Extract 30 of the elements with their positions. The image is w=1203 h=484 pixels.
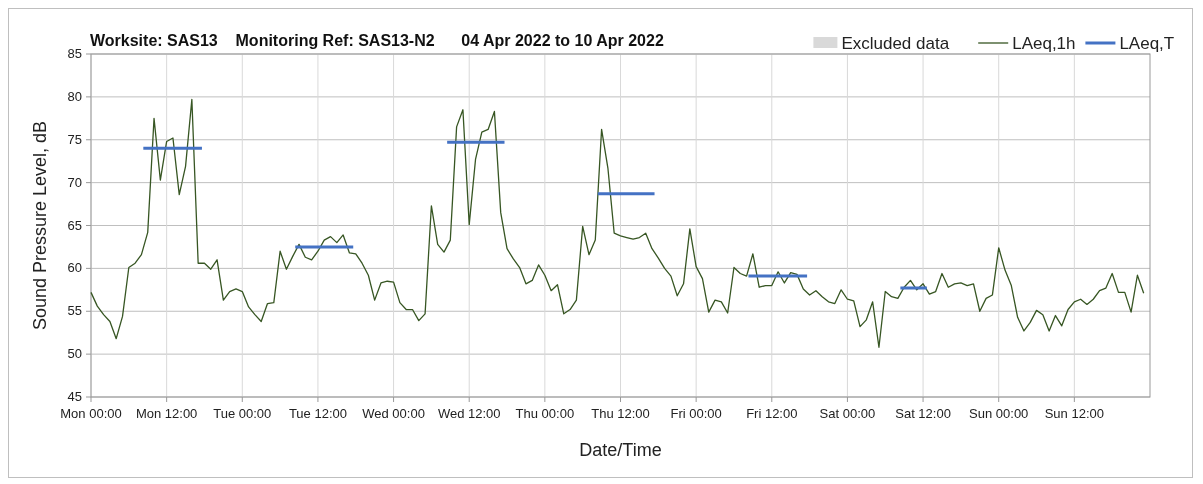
legend-label: LAeq,T — [1119, 34, 1175, 53]
x-tick-label: Sat 12:00 — [895, 406, 951, 421]
x-tick-label: Fri 12:00 — [746, 406, 798, 421]
x-tick-label: Thu 00:00 — [515, 406, 575, 421]
y-tick-label: 85 — [67, 46, 82, 61]
line-series — [90, 98, 1145, 348]
y-tick-label: 45 — [67, 389, 82, 404]
x-axis-title: Date/Time — [579, 440, 662, 460]
y-tick-label: 75 — [67, 131, 82, 147]
y-tick-label: 65 — [67, 217, 82, 233]
chart-title: Worksite: SAS13 Monitoring Ref: SAS13-N2 04 Apr 2022 to 10 Apr 2022 — [90, 32, 664, 49]
x-tick-label: Sun 12:00 — [1044, 406, 1104, 421]
x-tick-label: Tue 12:00 — [288, 406, 347, 421]
x-tick-label: Mon 00:00 — [60, 406, 122, 421]
x-tick-label: Mon 12:00 — [135, 406, 198, 421]
legend-label: Excluded data — [841, 34, 950, 53]
x-tick-label: Sun 00:00 — [969, 406, 1029, 421]
x-tick-label: Wed 12:00 — [437, 406, 501, 421]
y-tick-label: 55 — [67, 303, 82, 319]
legend-label: LAeq,1h — [1012, 34, 1076, 53]
x-tick-label: Thu 12:00 — [591, 406, 650, 421]
y-tick-label: 50 — [67, 346, 82, 362]
x-tick-label: Sat 00:00 — [819, 406, 876, 421]
y-tick-label: 60 — [67, 260, 82, 276]
y-tick-label: 80 — [67, 88, 82, 104]
x-tick-label: Fri 00:00 — [670, 406, 722, 421]
y-axis-title: Sound Pressure Level, dB — [30, 120, 50, 331]
y-tick-label: 70 — [67, 174, 82, 190]
x-tick-label: Wed 00:00 — [362, 406, 425, 421]
x-tick-label: Tue 00:00 — [213, 406, 272, 421]
